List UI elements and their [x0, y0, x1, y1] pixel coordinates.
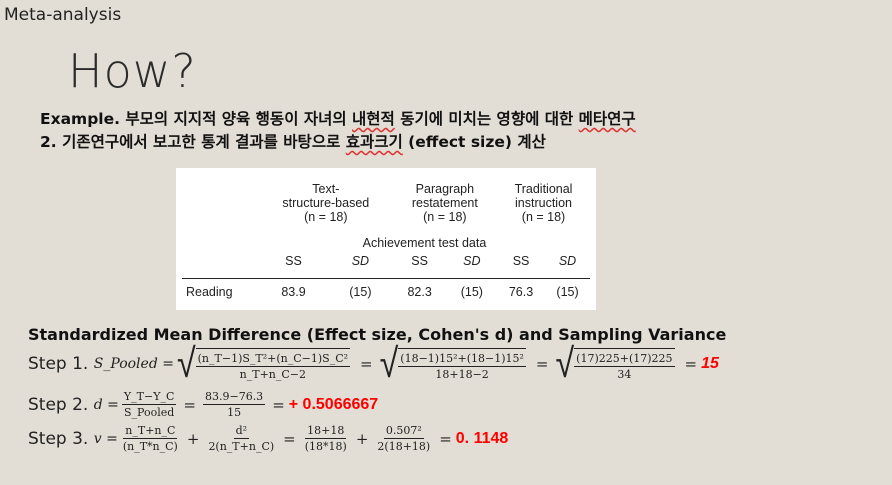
spellcheck-word: 효과크기: [345, 133, 403, 151]
numerator: Y_T−Y_C: [121, 390, 177, 405]
denominator: (n_T*n_C): [122, 440, 178, 453]
cell: (15): [556, 284, 579, 299]
cell: 83.9: [281, 284, 306, 299]
numerator: (n_T−1)S_T²+(n_C−1)S_C²: [195, 351, 351, 367]
col-header: SD: [463, 254, 481, 268]
numerator: n_T+n_C: [123, 424, 178, 439]
achievement-table: Text-structure-based (n = 18) Paragraph re…: [182, 182, 590, 305]
result-value: 0. 1148: [455, 429, 509, 447]
step-2-formula: Step 2. d = Y_T−Y_C S_Pooled = 83.9−76.3 1…: [28, 390, 379, 419]
spellcheck-word: 내현적: [352, 110, 395, 128]
formula-lhs: v =: [93, 430, 118, 447]
section-label: Meta-analysis: [4, 5, 122, 25]
group-header: Text-structure-based (n = 18): [282, 182, 370, 224]
subheader: Achievement test data: [362, 236, 487, 250]
cell: (15): [349, 284, 372, 299]
numerator: 18+18: [305, 424, 347, 439]
data-table-image: Text-structure-based (n = 18) Paragraph re…: [176, 168, 596, 310]
numerator: (17)225+(17)225: [574, 351, 675, 367]
denominator: 18+18−2: [435, 367, 489, 381]
numerator: 83.9−76.3: [202, 390, 266, 405]
denominator: 15: [227, 406, 242, 419]
text: 2. 기존연구에서 보고한 통계 결과를 바탕으로: [40, 133, 346, 151]
col-header: SS: [285, 254, 302, 268]
denominator: n_T+n_C−2: [239, 367, 307, 381]
example-line: Example. 부모의 지지적 양육 행동이 자녀의 내현적 동기에 미치는 …: [40, 107, 636, 129]
denominator: 2(18+18): [377, 440, 431, 453]
result-value: 15: [701, 355, 719, 372]
numerator: (18−1)15²+(18−1)15²: [398, 351, 526, 367]
text: (effect size) 계산: [402, 133, 546, 151]
step-label: Step 2.: [28, 394, 89, 415]
denominator: 34: [617, 367, 632, 381]
step-description-line: 2. 기존연구에서 보고한 통계 결과를 바탕으로 효과크기 (effect s…: [40, 130, 546, 152]
row-label: Reading: [186, 284, 233, 299]
group-header: Traditional instruction (n = 18): [514, 182, 573, 224]
numerator: 0.507²: [383, 424, 424, 439]
table-row: Reading 83.9 (15) 82.3 (15) 76.3 (15): [182, 279, 590, 305]
cell: 82.3: [407, 284, 432, 299]
col-header: SD: [558, 254, 577, 268]
group-header: Paragraph restatement (n = 18): [411, 182, 478, 224]
text: 동기에 미치는 영향에 대한: [394, 110, 579, 128]
step-label: Step 3.: [28, 428, 89, 449]
text: Example. 부모의 지지적 양육 행동이 자녀의: [40, 110, 353, 128]
step-label: Step 1.: [28, 354, 89, 374]
denominator: S_Pooled: [124, 406, 175, 419]
col-header: SS: [411, 254, 428, 268]
col-header: SS: [512, 254, 530, 268]
denominator: (18*18): [304, 440, 347, 453]
numerator: d²: [233, 424, 250, 439]
formula-lhs: d =: [93, 396, 119, 413]
denominator: 2(n_T+n_C): [208, 440, 275, 453]
cell: 76.3: [508, 284, 534, 299]
section-header: Standardized Mean Difference (Effect siz…: [28, 325, 727, 344]
step-3-formula: Step 3. v = n_T+n_C (n_T*n_C) + d² 2(n_T+n…: [28, 424, 509, 453]
col-header: SD: [351, 254, 370, 268]
step-1-formula: Step 1. S_Pooled = √ (n_T−1)S_T²+(n_C−1)S…: [28, 340, 719, 388]
result-value: + 0.5066667: [288, 395, 379, 413]
slide-title: How?: [68, 44, 197, 98]
formula-lhs: S_Pooled =: [93, 356, 174, 372]
spellcheck-word: 메타연구: [578, 110, 636, 128]
cell: (15): [460, 284, 483, 299]
